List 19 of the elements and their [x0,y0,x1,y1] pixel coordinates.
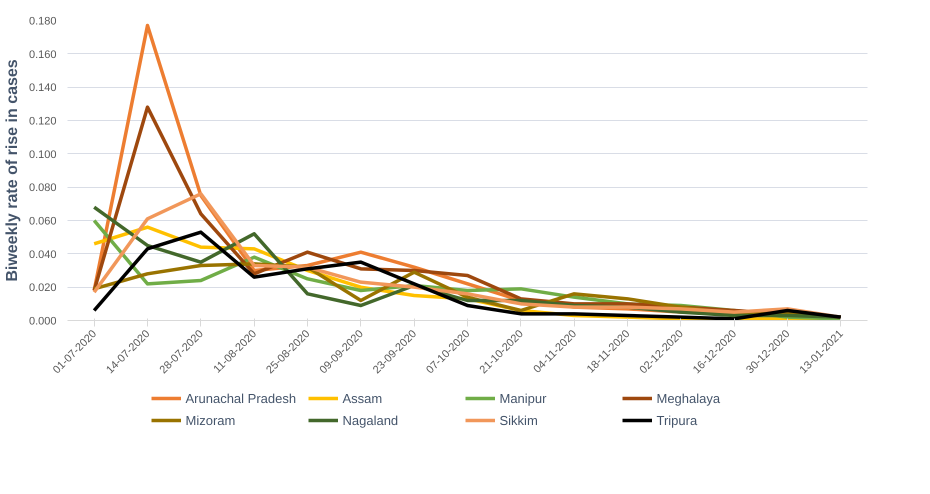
y-tick-label: 0.040 [28,248,57,261]
y-tick-label: 0.080 [28,182,57,194]
y-tick-label: 0.140 [28,82,57,94]
legend-label: Meghalaya [656,390,722,406]
y-tick-label: 0.060 [28,216,57,228]
legend-label: Sikkim [500,412,539,428]
legend-label: Mizoram [186,412,236,428]
legend-label: Manipur [500,390,548,406]
legend-label: Tripura [656,412,698,428]
y-tick-label: 0.100 [28,148,57,161]
legend-label: Nagaland [342,412,400,428]
y-tick-label: 0.120 [28,116,57,128]
legend-label: Assam [342,390,384,406]
legend-label: Arunachal Pradesh [186,390,298,406]
y-tick-label: 0.020 [28,282,57,294]
y-axis-title: Biweekly rate of rise in cases [4,59,21,282]
y-tick-label: 0.180 [28,16,57,28]
y-tick-label: 0.000 [28,316,57,328]
y-tick-label: 0.160 [28,48,57,61]
